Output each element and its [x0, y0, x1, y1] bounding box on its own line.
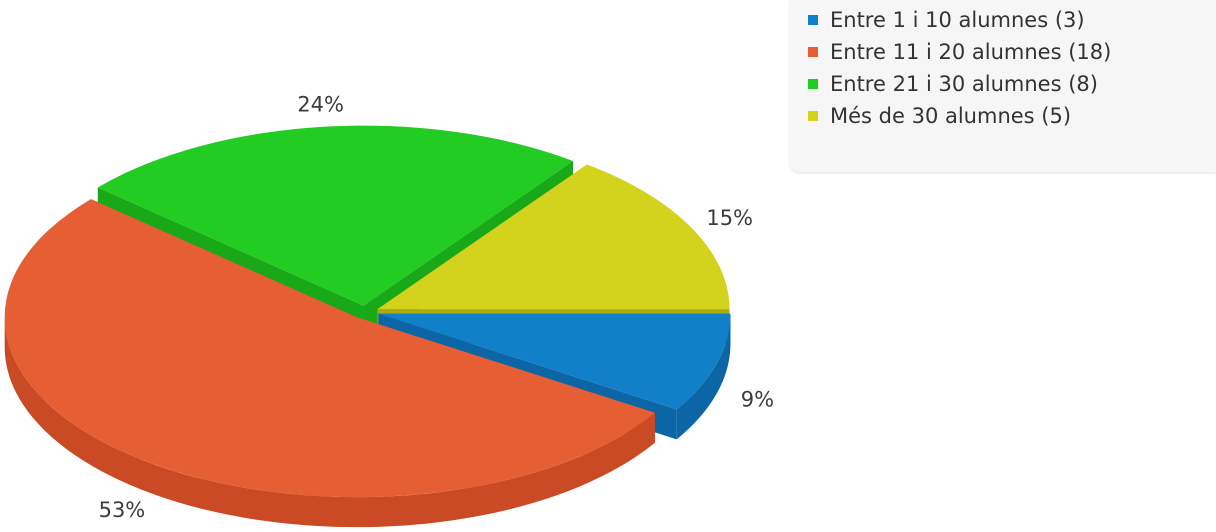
legend-swatch-11-20 — [808, 47, 818, 57]
legend-label-1-10: Entre 1 i 10 alumnes (3) — [830, 8, 1085, 32]
legend-swatch-21-30 — [808, 79, 818, 89]
slice-1[interactable] — [4, 199, 655, 498]
legend-swatch-over-30 — [808, 111, 818, 121]
slice-0[interactable] — [378, 313, 731, 410]
legend-item-over-30[interactable]: Més de 30 alumnes (5) — [808, 100, 1216, 132]
pie-chart: 9% 53% 24% 15% — [4, 92, 775, 528]
slice-label-2: 24% — [297, 92, 344, 116]
legend-swatch-1-10 — [808, 15, 818, 25]
slice-side-0-outer — [676, 313, 731, 440]
slice-side-1-outer — [4, 317, 655, 528]
pie-tops — [4, 125, 731, 498]
slice-label-0: 9% — [741, 388, 774, 412]
legend-item-1-10[interactable]: Entre 1 i 10 alumnes (3) — [808, 4, 1216, 36]
slice-label-1: 53% — [99, 498, 146, 522]
legend-item-21-30[interactable]: Entre 21 i 30 alumnes (8) — [808, 68, 1216, 100]
legend-item-11-20[interactable]: Entre 11 i 20 alumnes (18) — [808, 36, 1216, 68]
slice-label-3: 15% — [706, 206, 753, 230]
legend-label-21-30: Entre 21 i 30 alumnes (8) — [830, 72, 1098, 96]
legend-label-11-20: Entre 11 i 20 alumnes (18) — [830, 40, 1112, 64]
legend-label-over-30: Més de 30 alumnes (5) — [830, 104, 1072, 128]
slice-labels: 9% 53% 24% 15% — [99, 92, 775, 521]
chart-legend: Entre 1 i 10 alumnes (3) Entre 11 i 20 a… — [790, 0, 1216, 172]
slice-3[interactable] — [377, 164, 730, 310]
slice-2[interactable] — [97, 125, 574, 306]
